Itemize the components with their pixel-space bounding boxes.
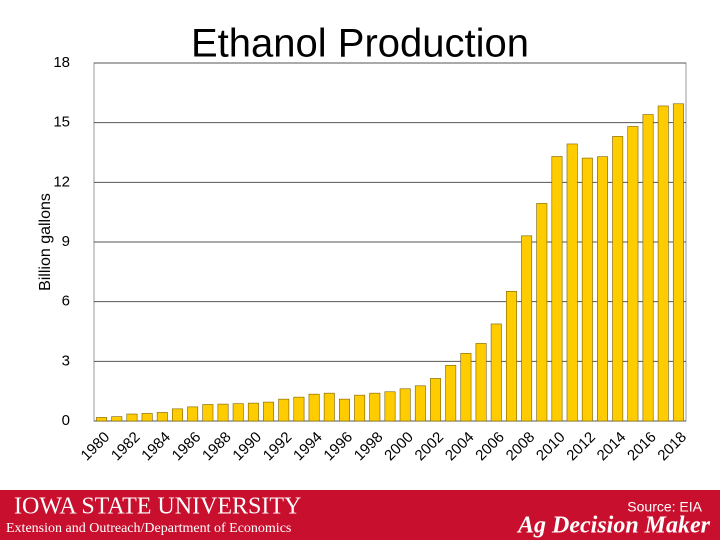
bar — [247, 402, 259, 422]
bar — [581, 157, 593, 422]
bar — [445, 365, 457, 422]
y-tick-label: 9 — [62, 233, 70, 250]
bar — [399, 388, 411, 422]
bar — [536, 203, 548, 422]
bar — [566, 143, 578, 422]
bar — [384, 391, 396, 422]
bar — [460, 353, 472, 422]
bar — [156, 412, 168, 422]
bar — [232, 403, 244, 422]
chart-title: Ethanol Production — [191, 22, 529, 66]
bar — [354, 394, 366, 422]
bar — [551, 156, 563, 422]
department: Extension and Outreach/Department of Eco… — [6, 521, 291, 536]
bar — [642, 114, 654, 422]
source: Source: EIA — [627, 499, 702, 515]
bar — [612, 136, 624, 422]
y-axis-label: Billion gallons — [37, 193, 54, 291]
bar — [597, 156, 608, 422]
bar — [369, 392, 381, 422]
bar — [111, 416, 123, 422]
bar — [414, 385, 426, 422]
y-tick-label: 6 — [62, 293, 70, 310]
bar — [657, 105, 669, 422]
bar — [187, 406, 199, 422]
y-tick-label: 15 — [53, 114, 70, 131]
footer-band — [0, 490, 720, 540]
bar — [217, 403, 229, 422]
bar — [339, 398, 350, 422]
bar — [308, 393, 320, 422]
bar — [202, 404, 214, 422]
bar — [475, 343, 487, 422]
bar — [278, 398, 290, 422]
y-tick-label: 0 — [62, 412, 70, 429]
bar — [672, 103, 684, 422]
bar — [263, 401, 275, 422]
brand: Ag Decision Maker — [516, 513, 711, 539]
bar — [627, 126, 639, 422]
university-name: Iowa State University — [14, 494, 301, 520]
bar — [293, 396, 305, 422]
bar — [505, 291, 517, 422]
bar — [141, 413, 153, 422]
bar — [521, 235, 533, 422]
y-tick-label: 18 — [53, 54, 70, 71]
bar — [323, 392, 335, 422]
bar — [172, 408, 183, 422]
y-tick-label: 3 — [62, 352, 70, 369]
bar — [430, 378, 441, 422]
y-tick-label: 12 — [53, 173, 70, 190]
bar — [126, 413, 138, 422]
bar — [96, 417, 108, 422]
bar — [490, 323, 502, 422]
